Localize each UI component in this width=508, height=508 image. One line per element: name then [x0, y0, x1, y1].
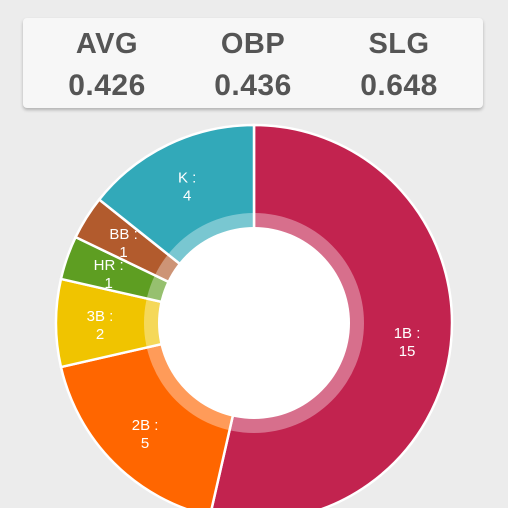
stat-label: SLG — [368, 28, 430, 60]
slice-label-value: 4 — [183, 187, 191, 204]
slice-label-name: HR : — [94, 257, 124, 274]
slice-label-3b: 3B :2 — [87, 308, 114, 343]
slice-label-name: BB : — [109, 226, 137, 243]
stat-value: 0.648 — [360, 69, 438, 102]
slice-label-bb: BB :1 — [109, 226, 137, 261]
slice-label-value: 2 — [96, 326, 104, 343]
slice-label-name: 2B : — [132, 417, 159, 434]
slice-label-2b: 2B :5 — [132, 417, 159, 452]
slice-label-value: 5 — [141, 435, 149, 452]
stat-value: 0.436 — [214, 69, 292, 102]
slice-label-k: K :4 — [178, 169, 196, 204]
stat-slg: SLG 0.648 — [349, 18, 449, 108]
stat-obp: OBP 0.436 — [203, 18, 303, 108]
slice-label-name: 3B : — [87, 308, 114, 325]
donut-hole — [158, 227, 350, 419]
stats-card: AVG 0.426 OBP 0.436 SLG 0.648 — [23, 18, 483, 108]
slice-label-value: 15 — [399, 343, 416, 360]
slice-label-name: 1B : — [394, 325, 421, 342]
slice-label-value: 1 — [104, 275, 112, 292]
slice-label-name: K : — [178, 169, 196, 186]
stat-avg: AVG 0.426 — [57, 18, 157, 108]
stat-value: 0.426 — [68, 69, 146, 102]
slice-label-value: 1 — [119, 244, 127, 261]
stat-label: AVG — [75, 28, 139, 60]
slice-label-1b: 1B :15 — [394, 325, 421, 360]
slice-label-hr: HR :1 — [94, 257, 124, 292]
stat-label: OBP — [220, 28, 286, 60]
